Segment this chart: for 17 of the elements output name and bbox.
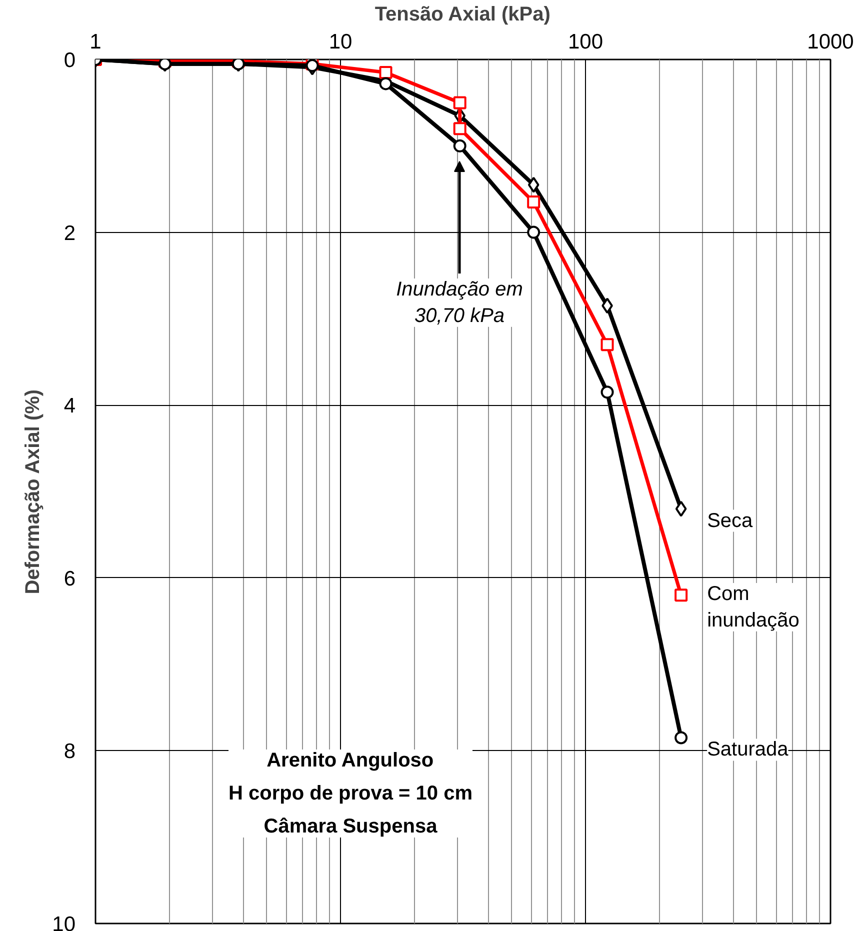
x-tick-label: 1: [90, 30, 102, 54]
y-axis-title: Deformação Axial (%): [22, 389, 44, 594]
x-axis-title: Tensão Axial (kPa): [374, 4, 550, 26]
series-label: Saturada: [707, 738, 790, 761]
annotation: Arenito Anguloso H corpo de prova = 10 cm Câmara Suspensa: [228, 750, 472, 838]
y-tick-label: 0: [64, 49, 76, 72]
x-tick-label: 100: [568, 30, 604, 54]
y-tick-label: 4: [64, 394, 76, 418]
annotation: Inundação em 30,70 kPa: [396, 278, 523, 327]
y-tick-label: 10: [52, 913, 76, 931]
y-tick-label: 8: [64, 740, 76, 764]
x-tick-label: 1000: [807, 30, 854, 54]
y-tick-label: 2: [64, 222, 76, 245]
x-tick-label: 10: [328, 30, 352, 54]
y-tick-label: 6: [64, 567, 76, 590]
series-label: Seca: [707, 510, 754, 532]
series-label: Com inundação: [707, 582, 800, 632]
